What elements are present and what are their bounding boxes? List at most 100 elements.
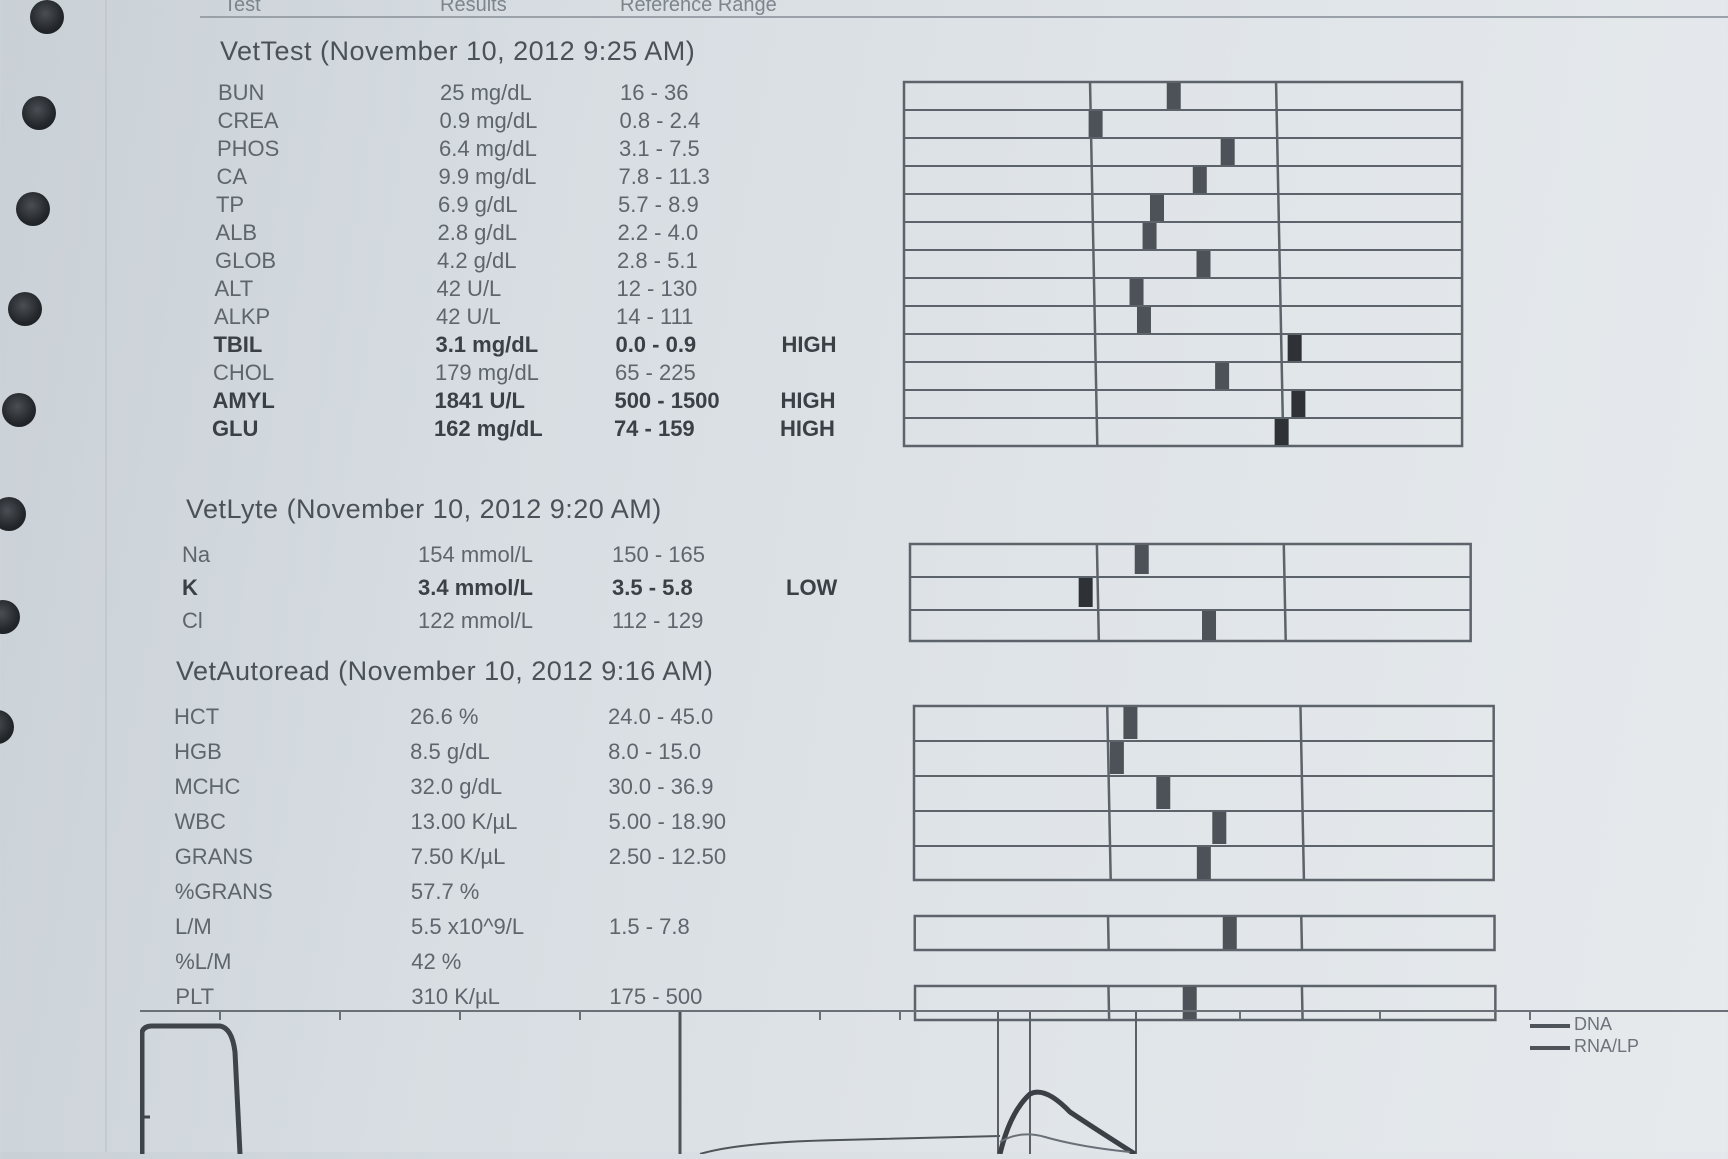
result-marker — [1149, 195, 1164, 221]
reference-range: 12 - 130 — [616, 276, 698, 301]
result-value: 122 mmol/L — [418, 608, 533, 633]
header-reference: Reference Range — [620, 0, 777, 16]
range-limit-line — [1300, 985, 1304, 1021]
binder-hole — [16, 192, 50, 226]
legend-dna: DNA — [1574, 1014, 1613, 1034]
test-name: TBIL — [213, 332, 263, 357]
result-row: WBC 13.00 K/µL 5.00 - 18.90 — [0, 809, 900, 839]
result-value: 6.9 g/dL — [437, 192, 518, 217]
result-row: ALB 2.8 g/dL 2.2 - 4.0 — [0, 220, 900, 250]
reference-range: 1.5 - 7.8 — [609, 914, 690, 939]
result-marker — [1212, 812, 1227, 844]
legend-rna-lp: RNA/LP — [1574, 1036, 1640, 1056]
test-name: CREA — [217, 108, 279, 133]
result-row: ALT 42 U/L 12 - 130 — [0, 276, 900, 306]
test-name: Na — [182, 542, 211, 567]
hematocrit-trace — [139, 1023, 243, 1155]
range-bar-frame — [912, 704, 1495, 882]
baseline-trace — [699, 1135, 1001, 1155]
result-row: GLU 162 mg/dL 74 - 159 HIGH — [0, 416, 900, 446]
result-row: BUN 25 mg/dL 16 - 36 — [0, 80, 900, 110]
result-value: 179 mg/dL — [434, 360, 539, 385]
result-row: Na 154 mmol/L 150 - 165 — [0, 542, 900, 572]
result-marker — [1196, 251, 1211, 277]
range-limit-line — [1299, 705, 1306, 881]
binder-hole — [0, 600, 20, 634]
reference-range: 0.8 - 2.4 — [619, 108, 701, 133]
histogram-svg — [139, 1012, 1570, 1157]
section-title: VetTest (November 10, 2012 9:25 AM) — [220, 36, 696, 66]
reference-range: 5.00 - 18.90 — [608, 809, 726, 834]
result-marker — [1220, 139, 1235, 165]
reference-range: 16 - 36 — [620, 80, 689, 105]
test-name: ALT — [214, 276, 254, 301]
result-row: CHOL 179 mg/dL 65 - 225 — [0, 360, 900, 390]
result-row: %L/M 42 % — [0, 949, 900, 979]
result-row: TBIL 3.1 mg/dL 0.0 - 0.9 HIGH — [0, 332, 900, 362]
section-title: VetAutoread (November 10, 2012 9:16 AM) — [176, 656, 714, 686]
result-marker — [1166, 83, 1181, 109]
result-marker — [1078, 578, 1093, 607]
result-marker — [1129, 279, 1144, 305]
result-value: 154 mmol/L — [418, 542, 533, 567]
reference-range: 2.2 - 4.0 — [617, 220, 699, 245]
result-value: 6.4 mg/dL — [438, 136, 537, 161]
result-marker — [1222, 917, 1237, 949]
histogram-graph: DNA RNA/LP — [139, 1010, 1728, 1157]
result-row: %GRANS 57.7 % — [0, 879, 900, 909]
result-row: MCHC 32.0 g/dL 30.0 - 36.9 — [0, 774, 900, 804]
binder-hole — [30, 0, 64, 34]
range-limit-line — [1107, 985, 1111, 1021]
range-limit-line — [1088, 81, 1099, 447]
flag-label: LOW — [786, 575, 838, 600]
result-value: 7.50 K/µL — [410, 844, 506, 869]
reference-range: 500 - 1500 — [614, 388, 720, 413]
test-name: MCHC — [174, 774, 241, 799]
result-value: 13.00 K/µL — [410, 809, 518, 834]
header-test: Test — [224, 0, 261, 16]
result-value: 0.9 mg/dL — [439, 108, 538, 133]
margin-line — [105, 0, 107, 1152]
cell-curve — [997, 1089, 1137, 1157]
flag-label: HIGH — [781, 332, 837, 357]
test-name: AMYL — [212, 388, 275, 413]
result-marker — [1123, 707, 1138, 739]
test-name: %L/M — [175, 949, 232, 974]
header-results: Results — [440, 0, 507, 16]
test-name: Cl — [182, 608, 203, 633]
result-row: HGB 8.5 g/dL 8.0 - 15.0 — [0, 739, 900, 769]
result-value: 8.5 g/dL — [410, 739, 490, 764]
result-marker — [1202, 611, 1217, 640]
reference-range: 74 - 159 — [613, 416, 695, 441]
range-limit-line — [1106, 915, 1110, 951]
result-value: 26.6 % — [410, 704, 479, 729]
reference-range: 3.1 - 7.5 — [618, 136, 700, 161]
binder-hole — [0, 710, 14, 744]
range-limit-line — [1300, 915, 1304, 951]
reference-range: 0.0 - 0.9 — [615, 332, 697, 357]
reference-range: 3.5 - 5.8 — [612, 575, 693, 600]
reference-range: 175 - 500 — [609, 984, 703, 1009]
range-limit-line — [1282, 543, 1287, 642]
result-row: Cl 122 mmol/L 112 - 129 — [0, 608, 900, 638]
result-value: 1841 U/L — [434, 388, 525, 413]
test-name: PLT — [175, 984, 215, 1009]
result-value: 3.4 mmol/L — [418, 575, 533, 600]
test-name: CA — [216, 164, 248, 189]
result-value: 2.8 g/dL — [437, 220, 517, 245]
test-name: K — [182, 575, 198, 600]
result-row: K 3.4 mmol/L 3.5 - 5.8 LOW — [0, 575, 900, 605]
result-marker — [1215, 363, 1230, 389]
result-marker — [1088, 111, 1103, 137]
test-name: ALKP — [213, 304, 271, 329]
secondary-curve — [999, 1133, 1131, 1153]
reference-range: 5.7 - 8.9 — [617, 192, 699, 217]
test-name: GLU — [211, 416, 259, 441]
test-name: CHOL — [212, 360, 275, 385]
range-bar-frame — [913, 984, 1497, 1022]
result-value: 162 mg/dL — [433, 416, 543, 441]
reference-range: 7.8 - 11.3 — [618, 164, 710, 189]
result-value: 57.7 % — [410, 879, 480, 904]
